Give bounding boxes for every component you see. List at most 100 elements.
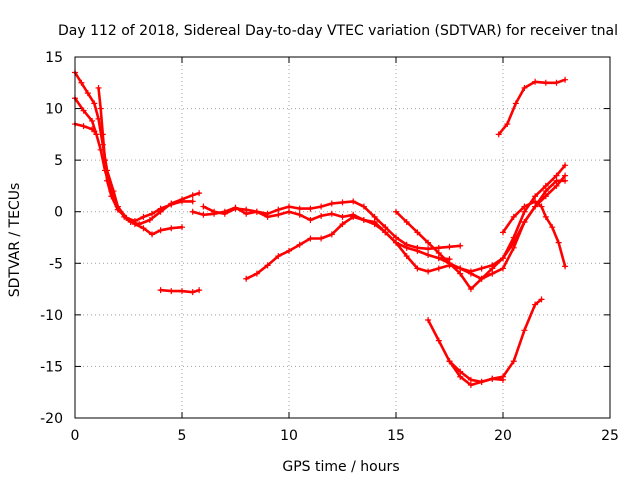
data-point — [196, 190, 203, 197]
data-point — [414, 229, 421, 236]
data-point — [521, 203, 528, 210]
series-arc-9 — [371, 172, 569, 275]
data-point — [84, 90, 91, 97]
data-point — [275, 206, 282, 213]
series-line — [202, 200, 462, 251]
data-point — [510, 234, 517, 241]
data-point — [414, 247, 421, 254]
data-point — [232, 204, 239, 211]
data-point — [339, 199, 346, 206]
data-point — [286, 208, 292, 215]
data-point — [542, 188, 549, 195]
data-point — [286, 203, 292, 210]
axis-ticks: 0 5 10 15 20 25 15 10 5 0 -5 -10 -15 -20 — [40, 50, 619, 444]
series-line — [501, 200, 567, 268]
series-line — [73, 97, 184, 236]
data-point — [108, 193, 115, 200]
data-point — [149, 231, 156, 238]
data-point — [168, 225, 175, 232]
data-point — [446, 358, 453, 365]
data-point — [89, 117, 96, 124]
data-point — [328, 231, 335, 238]
data-point — [97, 105, 104, 112]
data-point — [435, 255, 442, 262]
data-point — [140, 213, 147, 220]
data-point — [200, 211, 207, 218]
data-point — [478, 378, 485, 385]
data-point — [542, 182, 549, 189]
data-point — [435, 265, 442, 272]
data-point — [425, 239, 432, 246]
data-point — [123, 214, 130, 221]
data-point — [286, 247, 292, 254]
data-point — [562, 76, 569, 83]
data-point — [91, 128, 98, 135]
data-point — [382, 224, 389, 231]
series-line — [244, 215, 376, 281]
series-line — [373, 174, 567, 273]
data-point — [168, 288, 175, 295]
data-point — [425, 252, 432, 259]
data-point — [168, 201, 175, 208]
data-point — [414, 265, 421, 272]
data-point — [221, 208, 228, 215]
data-point — [350, 213, 357, 220]
data-point — [532, 198, 539, 205]
data-point — [467, 376, 474, 383]
data-point — [435, 244, 442, 251]
data-point — [114, 206, 121, 213]
data-point — [403, 244, 410, 251]
data-point — [339, 213, 346, 220]
data-point — [93, 131, 100, 138]
data-point — [189, 289, 196, 296]
y-tick-label: 15 — [45, 50, 63, 66]
data-point — [457, 373, 464, 380]
y-tick-label: 0 — [54, 205, 63, 221]
data-point — [538, 296, 545, 303]
data-point — [328, 210, 335, 217]
data-point — [500, 229, 506, 236]
series-arc-3 — [72, 121, 98, 135]
y-tick-label: -20 — [40, 411, 63, 427]
data-point — [318, 212, 325, 219]
data-point — [149, 210, 156, 217]
x-axis-label: GPS time / hours — [282, 459, 399, 475]
series-arc-2 — [72, 95, 185, 238]
data-point — [562, 172, 569, 179]
data-point — [457, 270, 464, 277]
data-point — [243, 210, 250, 217]
data-point — [562, 162, 569, 169]
y-tick-label: -5 — [49, 256, 63, 272]
data-point — [435, 249, 442, 256]
data-point — [553, 182, 560, 189]
y-tick-label: 5 — [54, 153, 63, 169]
series-arc-15 — [446, 358, 506, 385]
data-point — [393, 234, 399, 241]
data-point — [157, 205, 164, 212]
data-point — [521, 219, 528, 226]
data-point — [243, 275, 250, 282]
data-point — [80, 107, 87, 114]
data-point — [179, 224, 185, 231]
data-point — [555, 239, 562, 246]
data-point — [478, 265, 485, 272]
data-point — [542, 213, 549, 220]
data-point — [403, 253, 410, 260]
data-point — [275, 211, 282, 218]
data-point — [521, 84, 528, 91]
data-point — [553, 172, 560, 179]
data-point — [467, 381, 474, 388]
data-point — [179, 288, 185, 295]
series-arc-4 — [95, 84, 196, 224]
data-point — [189, 208, 196, 215]
data-point — [403, 219, 410, 226]
data-point — [264, 213, 271, 220]
data-point — [157, 287, 164, 294]
data-point — [446, 260, 453, 267]
series-arc-13 — [495, 76, 569, 138]
series-arc-8 — [243, 213, 378, 282]
series-arc-5 — [157, 287, 203, 296]
data-point — [140, 225, 147, 232]
data-point — [562, 263, 569, 270]
